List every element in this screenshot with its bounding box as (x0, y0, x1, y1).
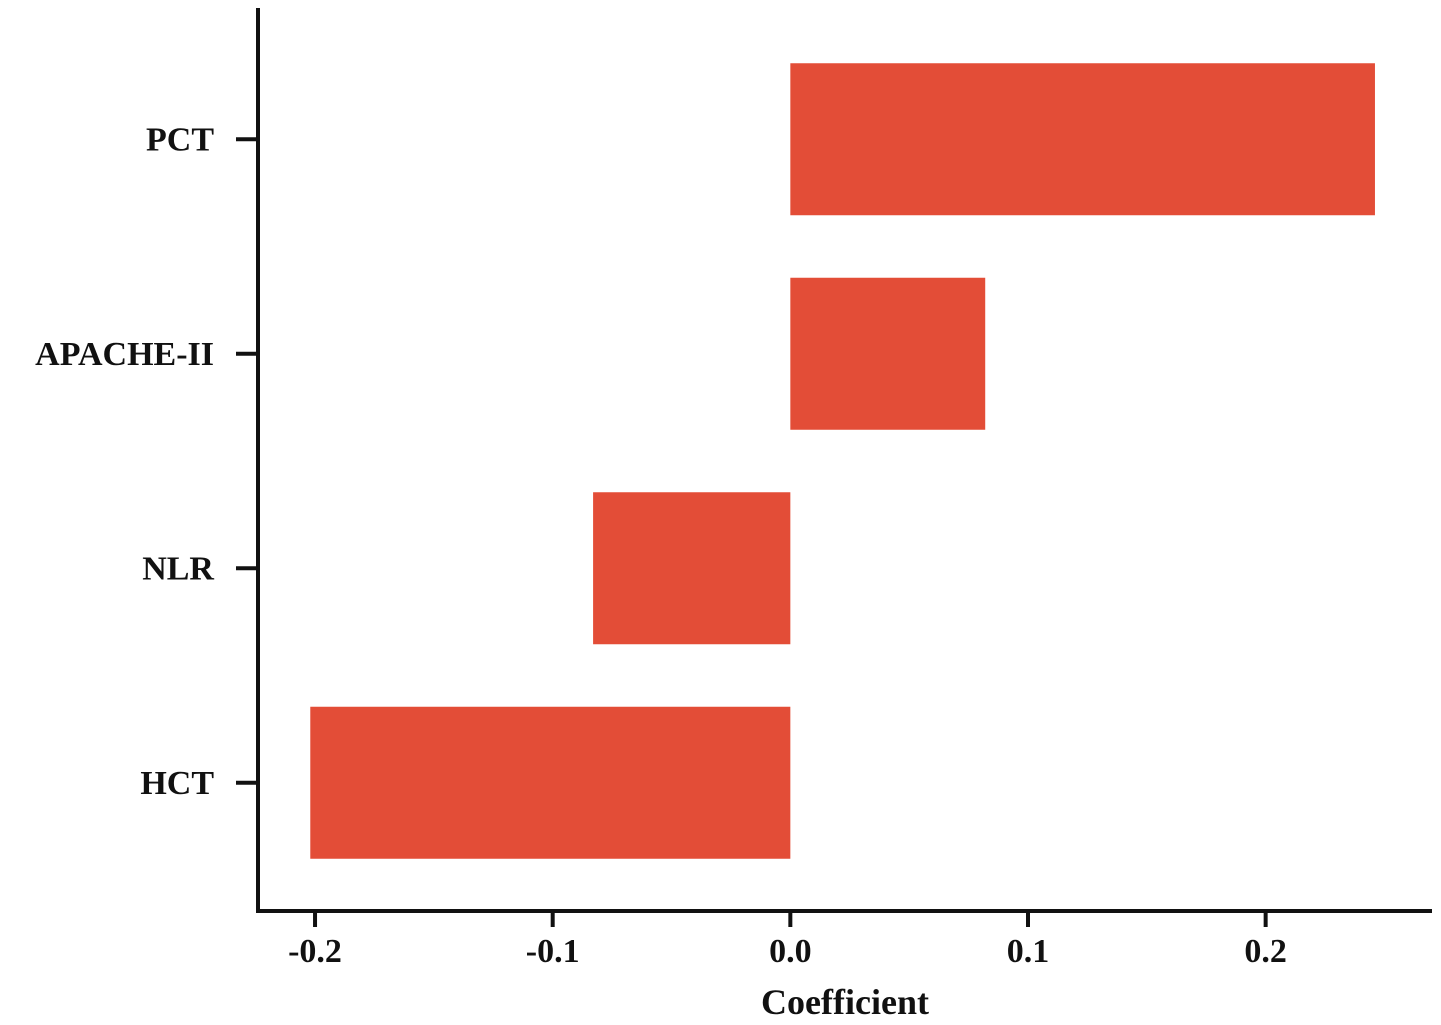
x-tick-label: 0.1 (1007, 933, 1050, 970)
bar-nlr (593, 492, 791, 645)
y-tick-label: PCT (146, 121, 214, 158)
x-tick-label: -0.2 (288, 933, 342, 970)
x-tick-label: 0.0 (769, 933, 812, 970)
bar-apache-ii (790, 277, 986, 430)
x-tick-label: 0.2 (1244, 933, 1287, 970)
y-tick-label: HCT (140, 765, 214, 802)
bars-layer (310, 63, 1375, 859)
x-tick-label: -0.1 (526, 933, 580, 970)
bar-hct (310, 706, 791, 859)
y-tick-label: APACHE-II (35, 336, 214, 373)
y-tick-label: NLR (142, 550, 214, 587)
axes-layer (256, 8, 1432, 913)
bar-pct (790, 63, 1375, 216)
ticks-layer: PCT APACHE-II NLR HCT -0.2 -0.1 0.0 0.1 0.2 (35, 121, 1287, 970)
x-axis-title: Coefficient (761, 982, 929, 1022)
